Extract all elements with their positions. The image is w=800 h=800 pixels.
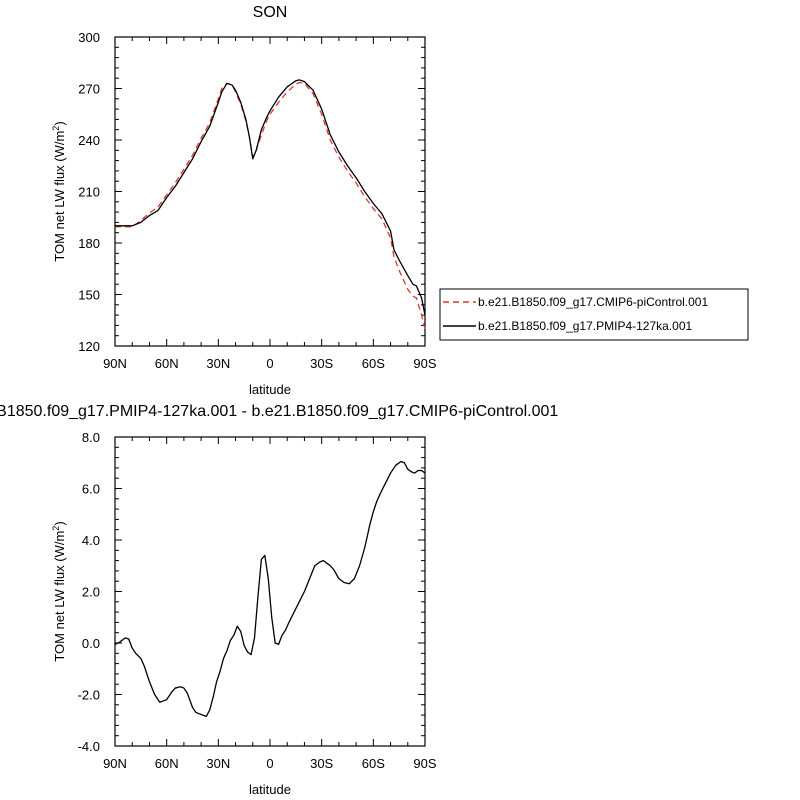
x-tick-label: 90S xyxy=(413,356,436,371)
legend: b.e21.B1850.f09_g17.CMIP6-piControl.001 … xyxy=(439,288,749,341)
top-x-axis-label: latitude xyxy=(249,382,291,397)
y-tick-label: 150 xyxy=(78,288,100,303)
bottom-panel: b.e21.B1850.f09_g17.PMIP4-127ka.001 - b.… xyxy=(0,403,558,797)
top-series-lines xyxy=(115,79,426,329)
x-tick-label: 30S xyxy=(310,356,333,371)
legend-label-picontrol: b.e21.B1850.f09_g17.CMIP6-piControl.001 xyxy=(478,295,708,309)
y-tick-label: -4.0 xyxy=(78,739,100,754)
x-tick-label: 60N xyxy=(155,356,179,371)
series-line-127ka xyxy=(115,79,426,316)
x-tick-label: 90N xyxy=(103,756,127,771)
bottom-series-lines xyxy=(114,460,426,718)
top-chart-title: SON xyxy=(253,4,288,21)
x-tick-label: 0 xyxy=(266,756,273,771)
series-line-difference xyxy=(114,460,426,718)
x-tick-label: 90S xyxy=(413,756,436,771)
top-axes-ticks: 90N 60N 30N 0 30S 60S 90S 120 150 180 210 240 270 300 xyxy=(78,30,437,371)
y-tick-label: 180 xyxy=(78,236,100,251)
legend-box xyxy=(439,288,749,341)
x-tick-label: 90N xyxy=(103,356,127,371)
x-tick-label: 60N xyxy=(155,756,179,771)
x-tick-label: 30N xyxy=(206,756,230,771)
x-tick-label: 60S xyxy=(362,356,385,371)
y-tick-label: 6.0 xyxy=(82,482,100,497)
x-tick-label: 0 xyxy=(266,356,273,371)
y-tick-label: -2.0 xyxy=(78,688,100,703)
y-tick-label: 4.0 xyxy=(82,533,100,548)
y-tick-label: 240 xyxy=(78,133,100,148)
y-tick-label: 2.0 xyxy=(82,585,100,600)
top-panel: SON 90N 60N 30N 0 30S 60S 90S 120 150 180 210 240 27… xyxy=(51,4,749,397)
top-plot-frame xyxy=(114,36,426,347)
bottom-axes-ticks: 90N 60N 30N 0 30S 60S 90S -4.0 -2.0 0.0 2.0 4.0 6.0 8… xyxy=(78,430,437,771)
y-tick-label: 8.0 xyxy=(82,430,100,445)
top-y-axis-label: TOM net LW flux (W/m2) xyxy=(51,121,67,261)
x-tick-label: 60S xyxy=(362,756,385,771)
legend-label-127ka: b.e21.B1850.f09_g17.PMIP4-127ka.001 xyxy=(478,319,692,333)
x-tick-label: 30S xyxy=(310,756,333,771)
bottom-y-axis-label: TOM net LW flux (W/m2) xyxy=(51,521,67,661)
bottom-x-axis-label: latitude xyxy=(249,782,291,797)
bottom-chart-title: b.e21.B1850.f09_g17.PMIP4-127ka.001 - b.… xyxy=(0,403,558,420)
y-tick-label: 210 xyxy=(78,185,100,200)
y-tick-label: 300 xyxy=(78,30,100,45)
y-tick-label: 120 xyxy=(78,339,100,354)
y-tick-label: 270 xyxy=(78,82,100,97)
series-line-picontrol xyxy=(115,81,426,329)
x-tick-label: 30N xyxy=(206,356,230,371)
y-tick-label: 0.0 xyxy=(82,636,100,651)
